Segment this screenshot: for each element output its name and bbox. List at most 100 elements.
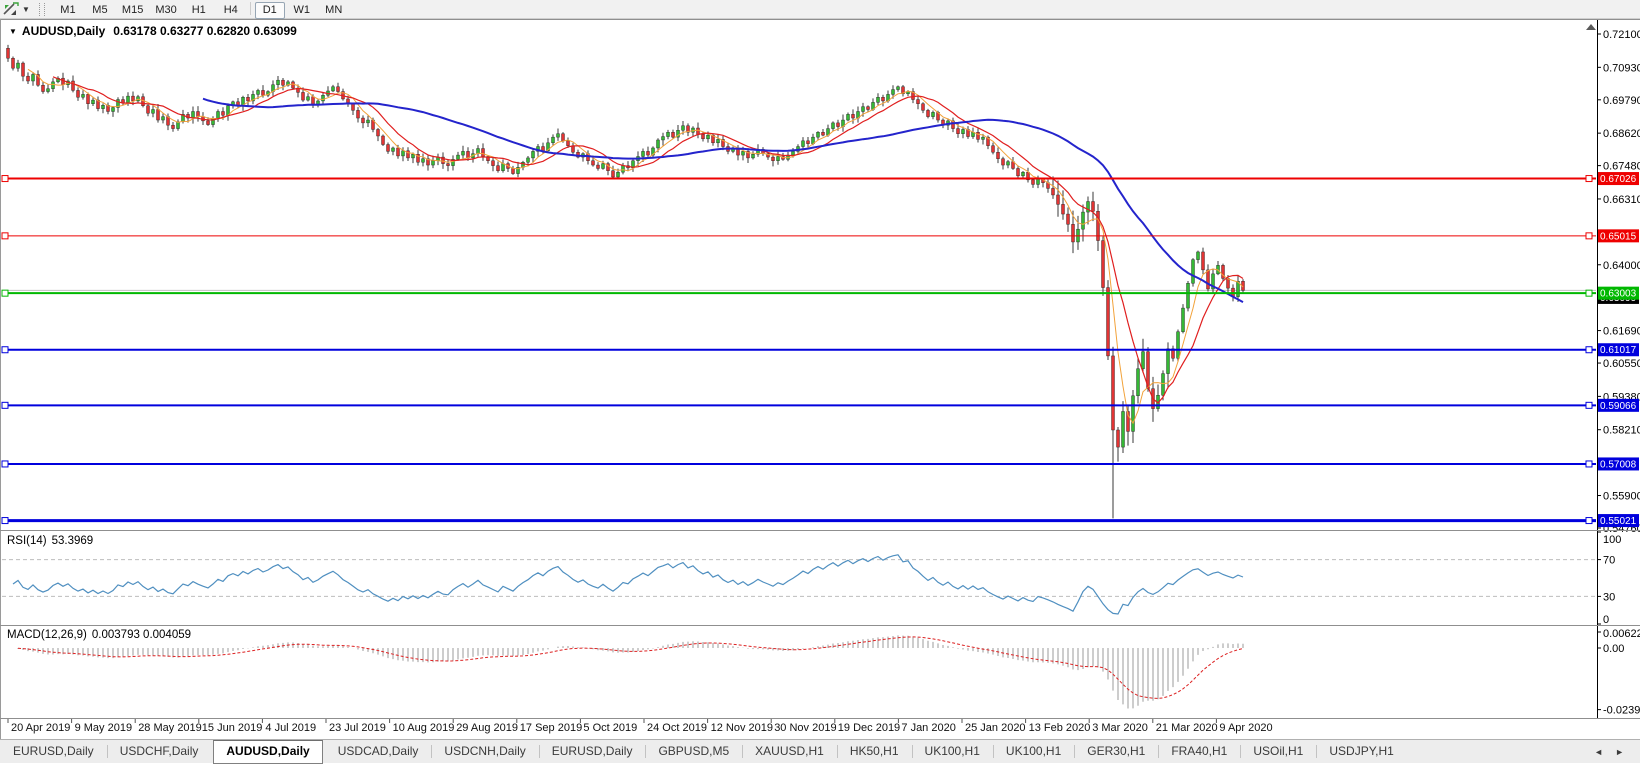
- line-handle[interactable]: [1585, 175, 1593, 183]
- candle-down: [806, 140, 810, 144]
- tab-gbpusd-m5[interactable]: GBPUSD,M5: [645, 740, 742, 763]
- timeframe-button-h4[interactable]: H4: [223, 3, 238, 16]
- date-axis-label: 3 Mar 2020: [1092, 722, 1148, 734]
- candle-up: [101, 105, 105, 109]
- candle-down: [496, 165, 500, 171]
- timeframe-button-h1[interactable]: H1: [191, 3, 206, 16]
- line-price-label: [1598, 172, 1639, 186]
- timeframe-button-m5[interactable]: M5: [92, 3, 108, 16]
- candle-down: [301, 92, 305, 101]
- line-handle[interactable]: [1585, 232, 1593, 240]
- candle-up: [1176, 331, 1180, 359]
- candle-down: [911, 91, 915, 100]
- line-handle[interactable]: [1585, 517, 1593, 525]
- timeframe-button-w1[interactable]: W1: [293, 3, 310, 16]
- line-handle[interactable]: [1, 517, 9, 525]
- candle-up: [391, 147, 395, 152]
- candle-down: [916, 99, 920, 104]
- tab-scroll-right-button[interactable]: ►: [1615, 746, 1624, 757]
- tab-usdjpy-h1[interactable]: USDJPY,H1: [1316, 740, 1406, 763]
- candle-down: [381, 135, 385, 145]
- macd-axis-tick-label: -0.023959: [1603, 705, 1640, 717]
- candle-up: [456, 154, 460, 160]
- candle-down: [996, 152, 1000, 159]
- candle-down: [1071, 224, 1075, 243]
- line-handle[interactable]: [1, 175, 9, 183]
- line-handle[interactable]: [1585, 401, 1593, 409]
- candle-up: [161, 116, 165, 121]
- candle-down: [1126, 411, 1130, 432]
- candle-up: [51, 81, 55, 89]
- tab-ger30-h1[interactable]: GER30,H1: [1074, 740, 1158, 763]
- line-handle[interactable]: [1585, 289, 1593, 297]
- tab-fra40-h1[interactable]: FRA40,H1: [1158, 740, 1240, 763]
- chevron-down-icon[interactable]: ▼: [22, 4, 30, 14]
- tab-eurusd-daily[interactable]: EURUSD,Daily: [538, 740, 646, 763]
- candle-down: [1101, 240, 1105, 288]
- tab-audusd-daily[interactable]: AUDUSD,Daily: [213, 739, 323, 764]
- tab-eurusd-daily[interactable]: EURUSD,Daily: [13, 744, 94, 758]
- tab-hk50-h1[interactable]: HK50,H1: [836, 740, 912, 763]
- candle-down: [611, 170, 615, 178]
- tab-usdcnh-daily[interactable]: USDCNH,Daily: [431, 740, 538, 763]
- candle-up: [861, 106, 865, 112]
- line-handle[interactable]: [1, 401, 9, 409]
- candle-up: [556, 133, 560, 138]
- candle-down: [1001, 158, 1005, 166]
- candle-down: [261, 90, 265, 96]
- candle-down: [721, 139, 725, 147]
- tab-uk100-h1[interactable]: UK100,H1: [911, 740, 993, 763]
- timeframe-button-m30[interactable]: M30: [155, 3, 177, 16]
- line-handle[interactable]: [1, 346, 9, 354]
- line-handle[interactable]: [1, 289, 9, 297]
- line-price-label: [1598, 457, 1639, 471]
- macd-signal-line: [17, 636, 1244, 699]
- tab-usdchf-daily[interactable]: USDCHF,Daily: [106, 740, 212, 763]
- candle-down: [1206, 269, 1210, 290]
- candle-down: [561, 133, 565, 142]
- line-price-label-text: 0.63003: [1600, 289, 1637, 300]
- candle-up: [501, 163, 505, 171]
- date-axis-label: 4 Jul 2019: [265, 722, 316, 734]
- candle-up: [16, 62, 20, 69]
- scroll-to-end-marker[interactable]: [1586, 24, 1596, 30]
- candle-down: [36, 74, 40, 86]
- tab-usoil-h1[interactable]: USOil,H1: [1240, 740, 1316, 763]
- candle-down: [281, 79, 285, 86]
- candle-up: [366, 119, 370, 124]
- candle-down: [511, 168, 515, 174]
- tab-scroll-left-button[interactable]: ◄: [1594, 746, 1604, 757]
- timeframe-button-mn[interactable]: MN: [325, 3, 343, 16]
- rsi-value: 53.3969: [51, 535, 94, 547]
- timeframe-button-d1[interactable]: D1: [254, 1, 285, 19]
- chart-cursor-icon[interactable]: [3, 2, 19, 16]
- candle-down: [491, 160, 495, 166]
- candle-down: [901, 86, 905, 95]
- tab-usdcad-daily[interactable]: USDCAD,Daily: [337, 744, 419, 758]
- date-axis-label: 9 Apr 2020: [1219, 722, 1272, 734]
- line-price-label: [1598, 343, 1639, 357]
- line-price-label-text: 0.65015: [1600, 231, 1637, 242]
- line-handle[interactable]: [1585, 346, 1593, 354]
- candle-down: [26, 75, 30, 82]
- line-handle[interactable]: [1, 460, 9, 468]
- candle-down: [311, 96, 315, 105]
- toolbar-grip-handle[interactable]: [38, 2, 45, 16]
- price-axis-tick-label: 0.64000: [1603, 260, 1640, 272]
- candle-down: [406, 150, 410, 159]
- candle-up: [681, 125, 685, 131]
- date-axis-label: 29 Aug 2019: [456, 722, 518, 734]
- candle-down: [1066, 213, 1070, 225]
- chart-menu-icon[interactable]: ▼: [9, 27, 17, 36]
- macd-axis-tick-label: 0.00622: [1603, 628, 1640, 640]
- timeframe-button-m15[interactable]: M15: [121, 3, 144, 16]
- line-handle[interactable]: [1585, 460, 1593, 468]
- line-handle[interactable]: [1, 232, 9, 240]
- candle-down: [696, 127, 700, 135]
- tab-uk100-h1[interactable]: UK100,H1: [992, 740, 1074, 763]
- candle-up: [1161, 373, 1165, 396]
- candle-up: [1166, 348, 1170, 374]
- tab-xauusd-h1[interactable]: XAUUSD,H1: [742, 740, 837, 763]
- timeframe-button-m1[interactable]: M1: [60, 3, 76, 16]
